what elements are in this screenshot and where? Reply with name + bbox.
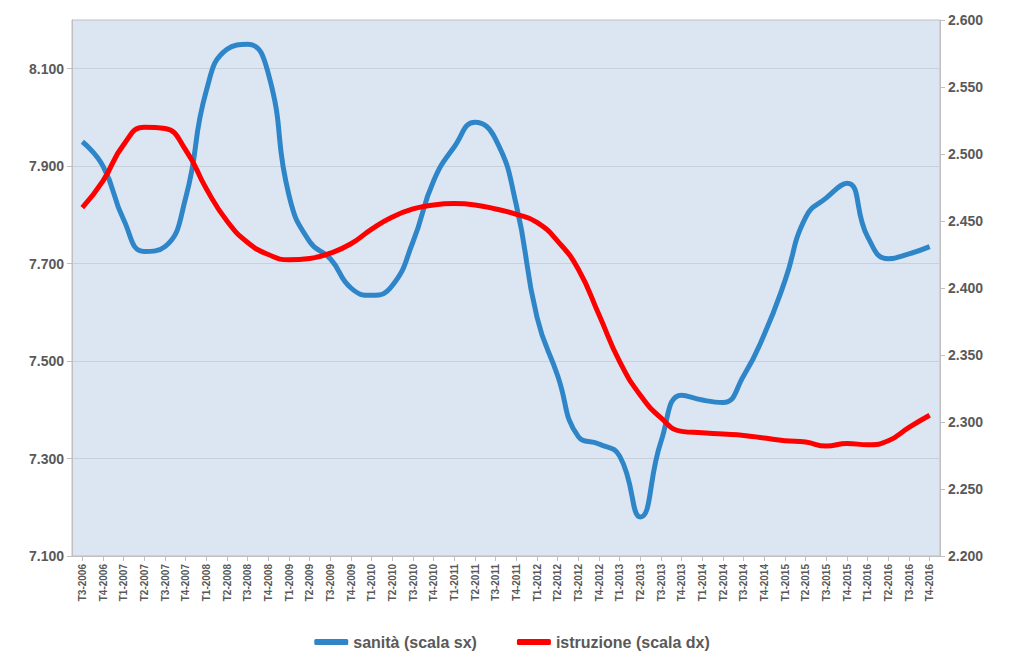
- svg-text:T4-2010: T4-2010: [428, 564, 439, 602]
- svg-text:2.250: 2.250: [948, 481, 983, 497]
- svg-text:2.500: 2.500: [948, 146, 983, 162]
- svg-text:T4-2011: T4-2011: [511, 564, 522, 601]
- svg-text:T2-2008: T2-2008: [222, 564, 233, 602]
- svg-text:2.400: 2.400: [948, 280, 983, 296]
- svg-text:T4-2014: T4-2014: [759, 564, 770, 602]
- svg-text:2.200: 2.200: [948, 548, 983, 564]
- svg-text:7.300: 7.300: [29, 451, 64, 467]
- svg-text:T1-2008: T1-2008: [201, 564, 212, 602]
- svg-text:T2-2016: T2-2016: [883, 564, 894, 602]
- svg-text:T4-2015: T4-2015: [842, 564, 853, 602]
- svg-text:T3-2007: T3-2007: [160, 564, 171, 602]
- svg-text:T3-2014: T3-2014: [738, 564, 749, 602]
- svg-text:T2-2009: T2-2009: [304, 564, 315, 602]
- svg-text:7.500: 7.500: [29, 353, 64, 369]
- svg-text:T4-2007: T4-2007: [180, 564, 191, 602]
- svg-text:T3-2016: T3-2016: [904, 564, 915, 602]
- svg-text:T3-2009: T3-2009: [325, 564, 336, 602]
- svg-text:T4-2016: T4-2016: [924, 564, 935, 602]
- svg-text:T4-2013: T4-2013: [676, 564, 687, 602]
- svg-text:T1-2012: T1-2012: [532, 564, 543, 602]
- svg-text:2.550: 2.550: [948, 79, 983, 95]
- svg-text:T2-2011: T2-2011: [470, 564, 481, 601]
- svg-text:T3-2008: T3-2008: [242, 564, 253, 602]
- svg-text:T1-2007: T1-2007: [118, 564, 129, 602]
- svg-text:T3-2010: T3-2010: [408, 564, 419, 602]
- svg-text:T4-2006: T4-2006: [98, 564, 109, 602]
- svg-text:8.100: 8.100: [29, 61, 64, 77]
- svg-text:2.450: 2.450: [948, 213, 983, 229]
- svg-text:T1-2016: T1-2016: [862, 564, 873, 602]
- svg-text:T3-2013: T3-2013: [656, 564, 667, 602]
- svg-text:T2-2013: T2-2013: [635, 564, 646, 602]
- svg-text:T1-2011: T1-2011: [449, 564, 460, 601]
- svg-text:T1-2015: T1-2015: [780, 564, 791, 602]
- svg-text:T4-2008: T4-2008: [263, 564, 274, 602]
- svg-text:2.600: 2.600: [948, 12, 983, 28]
- svg-text:T3-2012: T3-2012: [573, 564, 584, 602]
- svg-text:7.700: 7.700: [29, 256, 64, 272]
- svg-text:T3-2006: T3-2006: [77, 564, 88, 602]
- svg-text:7.100: 7.100: [29, 548, 64, 564]
- svg-text:T2-2014: T2-2014: [718, 564, 729, 602]
- svg-text:sanità (scala sx): sanità (scala sx): [353, 634, 477, 651]
- svg-text:T2-2007: T2-2007: [139, 564, 150, 602]
- svg-text:T3-2015: T3-2015: [821, 564, 832, 602]
- svg-text:T2-2010: T2-2010: [387, 564, 398, 602]
- svg-text:2.300: 2.300: [948, 414, 983, 430]
- svg-text:T2-2012: T2-2012: [552, 564, 563, 602]
- svg-text:7.900: 7.900: [29, 158, 64, 174]
- svg-text:T2-2015: T2-2015: [800, 564, 811, 602]
- svg-text:T1-2013: T1-2013: [614, 564, 625, 602]
- svg-text:T1-2009: T1-2009: [284, 564, 295, 602]
- svg-text:T1-2014: T1-2014: [697, 564, 708, 602]
- svg-text:2.350: 2.350: [948, 347, 983, 363]
- svg-text:istruzione (scala dx): istruzione (scala dx): [556, 634, 710, 651]
- svg-text:T4-2009: T4-2009: [346, 564, 357, 602]
- svg-text:T3-2011: T3-2011: [490, 564, 501, 601]
- svg-text:T1-2010: T1-2010: [366, 564, 377, 602]
- svg-text:T4-2012: T4-2012: [594, 564, 605, 602]
